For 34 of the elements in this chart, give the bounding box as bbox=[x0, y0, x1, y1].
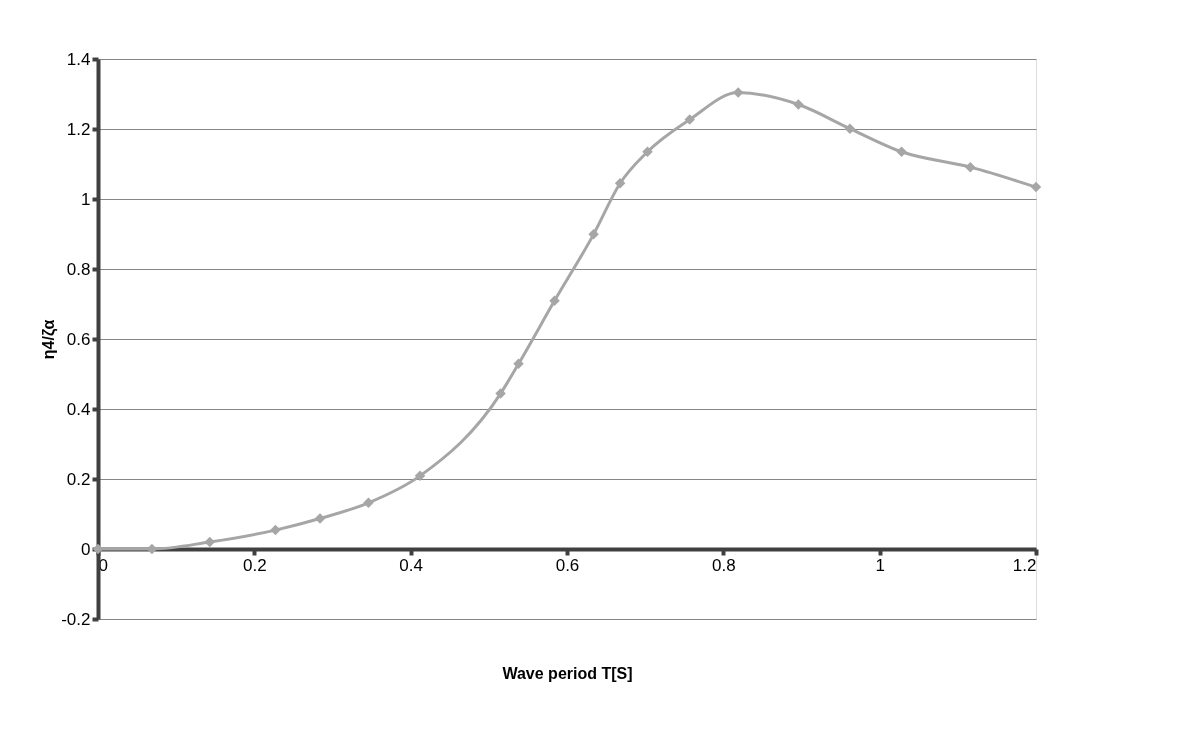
y-tick-label: 0.8 bbox=[66, 259, 91, 279]
point bbox=[513, 358, 524, 370]
y-tick-label: -0.2 bbox=[61, 609, 91, 629]
x-tick-label: 1 bbox=[875, 555, 885, 575]
x-tick-label: 0.8 bbox=[712, 555, 736, 575]
point bbox=[588, 229, 599, 240]
point bbox=[793, 99, 804, 110]
point bbox=[642, 146, 653, 157]
y-tick-label: 1 bbox=[81, 189, 91, 209]
point bbox=[684, 114, 695, 125]
x-tick-label: 0.2 bbox=[243, 555, 267, 575]
x-axis-title: Wave period T[S] bbox=[502, 664, 633, 682]
y-tick-label: 0.2 bbox=[66, 469, 91, 489]
y-tick-label: 0.6 bbox=[66, 329, 91, 349]
point bbox=[965, 161, 976, 173]
x-tick-label: 0.4 bbox=[399, 555, 423, 575]
point bbox=[414, 470, 426, 482]
point bbox=[896, 146, 907, 157]
point bbox=[495, 388, 506, 399]
point bbox=[363, 497, 374, 509]
point bbox=[614, 178, 626, 189]
point bbox=[204, 536, 216, 548]
x-tick-label: 1.2 bbox=[1012, 555, 1037, 575]
point bbox=[549, 295, 560, 307]
y-tick-label: 0.4 bbox=[66, 399, 91, 419]
y-tick-label: 0 bbox=[81, 539, 91, 559]
point bbox=[270, 524, 281, 536]
y-tick-label: 1.4 bbox=[66, 49, 91, 69]
y-axis-title: η4/ζα bbox=[40, 319, 59, 360]
point bbox=[844, 123, 856, 134]
point bbox=[314, 513, 326, 524]
y-tick-label: 1.2 bbox=[66, 119, 91, 139]
point bbox=[1030, 181, 1042, 193]
x-tick-label: 0.6 bbox=[555, 555, 580, 575]
